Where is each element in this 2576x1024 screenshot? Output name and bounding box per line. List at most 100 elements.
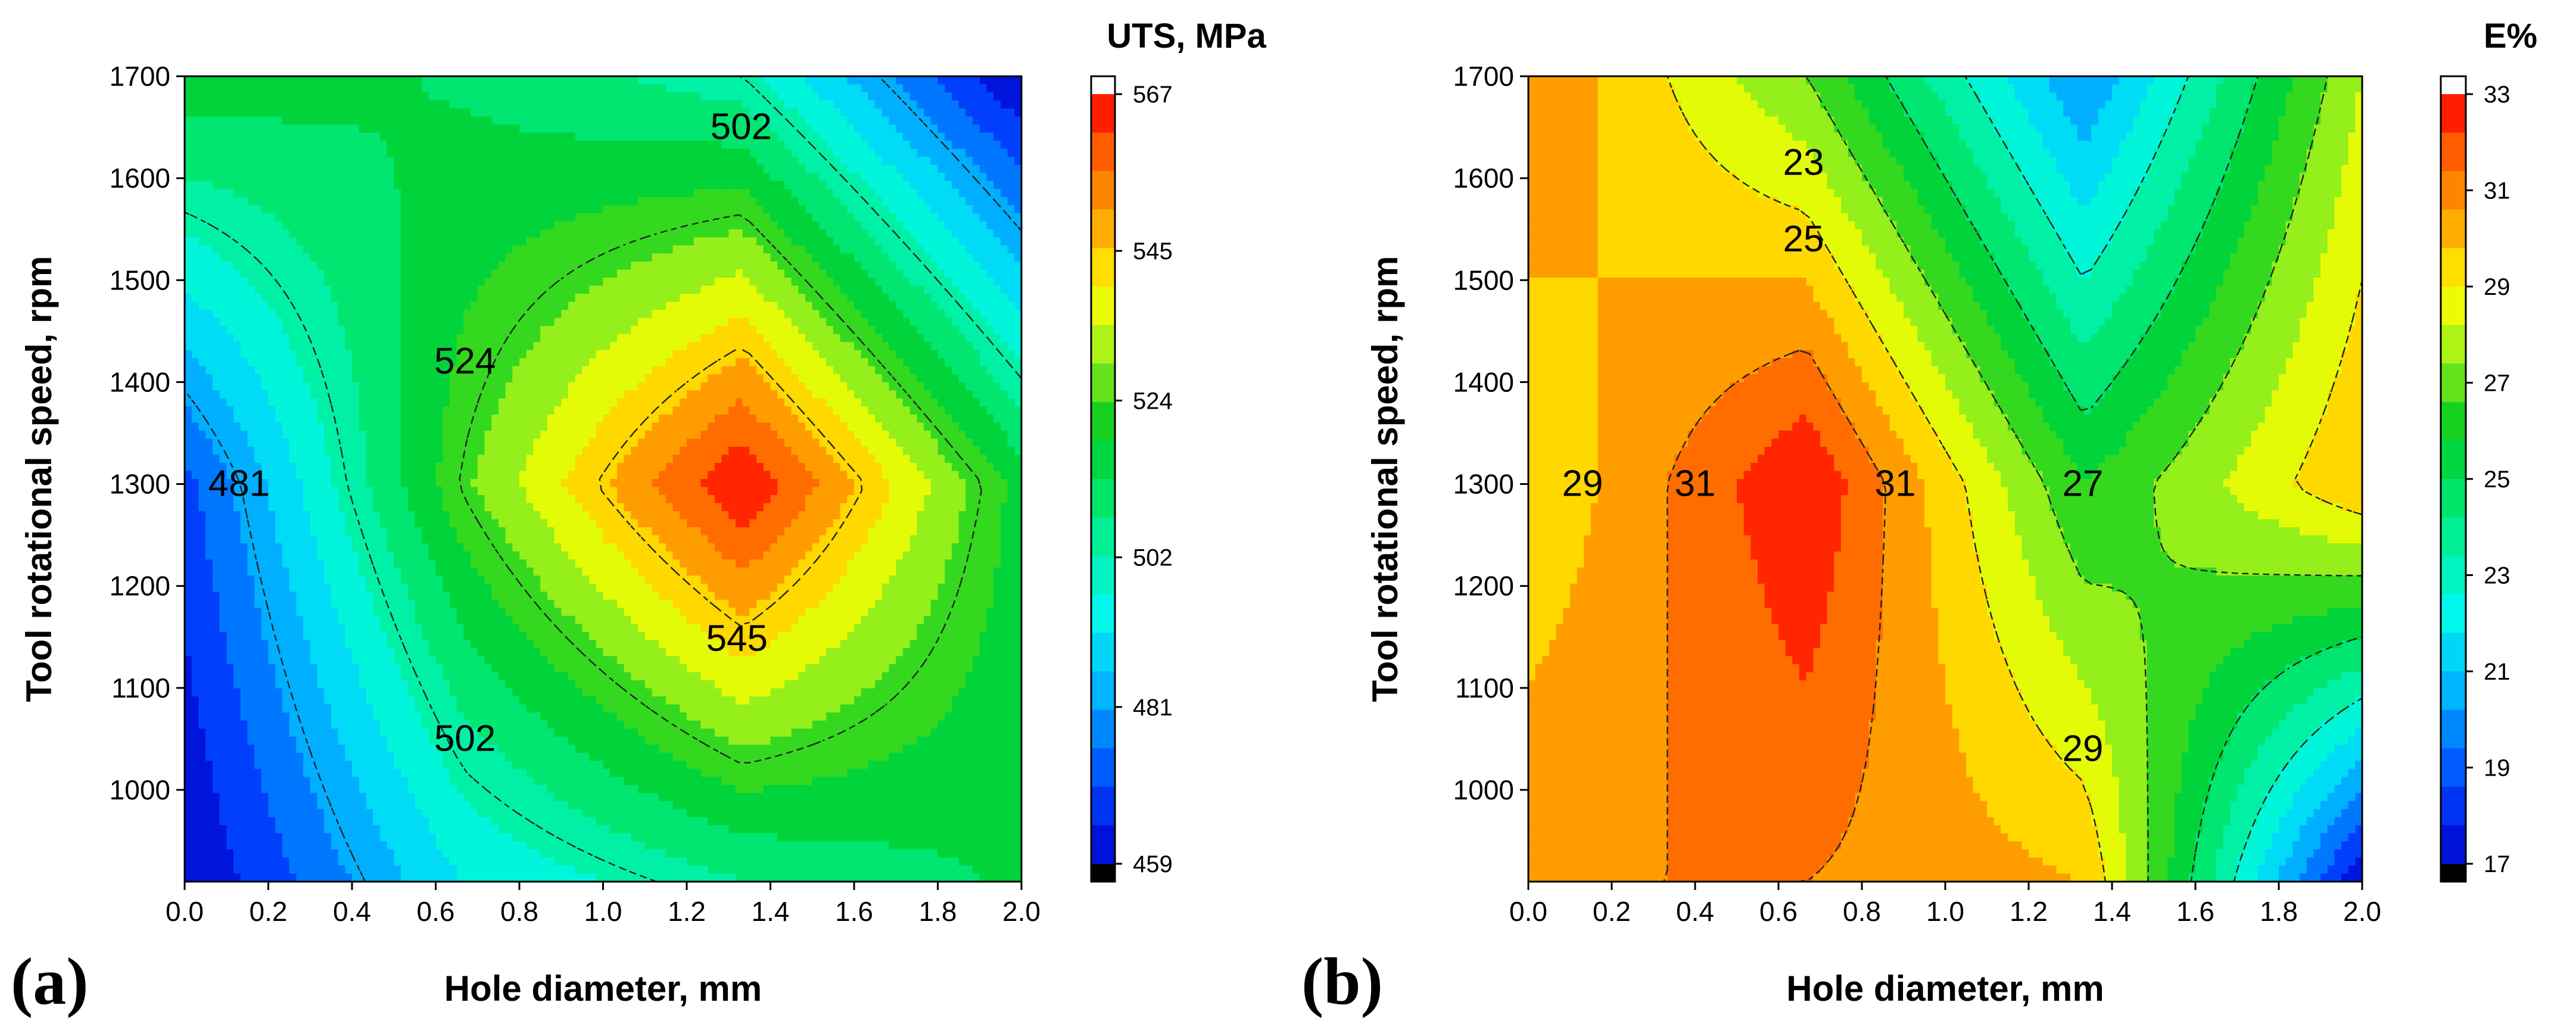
contour-cell <box>456 326 464 335</box>
contour-cell <box>603 406 610 415</box>
contour-cell <box>693 108 702 117</box>
contour-cell <box>889 245 896 254</box>
contour-cell <box>407 213 415 222</box>
contour-cell <box>289 84 297 93</box>
contour-cell <box>435 141 443 150</box>
contour-cell <box>352 301 360 310</box>
contour-cell <box>721 398 729 407</box>
contour-cell <box>331 116 339 125</box>
contour-cell <box>819 285 827 294</box>
contour-cell <box>324 301 332 310</box>
contour-cell <box>505 92 513 101</box>
contour-cell <box>1007 374 1015 383</box>
contour-cell <box>763 342 771 351</box>
contour-cell <box>889 197 896 206</box>
contour-cell <box>902 310 911 319</box>
contour-cell <box>819 301 827 310</box>
contour-cell <box>1007 76 1015 85</box>
contour-cell <box>770 326 778 335</box>
contour-cell <box>359 301 367 310</box>
contour-cell <box>219 173 227 182</box>
contour-cell <box>561 173 569 182</box>
contour-cell <box>554 398 562 407</box>
contour-cell <box>624 157 631 166</box>
contour-cell <box>1000 141 1008 150</box>
contour-cell <box>428 229 437 238</box>
contour-cell <box>603 76 610 85</box>
contour-cell <box>561 253 569 262</box>
contour-cell <box>770 197 778 206</box>
contour-cell <box>958 245 966 254</box>
contour-cell <box>687 100 694 109</box>
contour-cell <box>589 237 597 246</box>
contour-cell <box>400 326 409 335</box>
contour-cell <box>387 342 394 351</box>
contour-cell <box>763 76 771 85</box>
contour-cell <box>826 285 834 294</box>
contour-cell <box>596 294 604 303</box>
contour-cell <box>979 125 988 133</box>
contour-cell <box>777 261 785 270</box>
contour-cell <box>373 374 381 383</box>
contour-cell <box>226 406 234 415</box>
contour-cell <box>881 382 890 391</box>
contour-cell <box>973 148 980 157</box>
contour-cell <box>812 173 820 182</box>
contour-cell <box>205 237 213 246</box>
contour-cell <box>519 301 527 310</box>
contour-cell <box>700 390 708 399</box>
contour-cell <box>833 132 841 141</box>
contour-cell <box>881 366 890 375</box>
contour-cell <box>735 350 743 359</box>
contour-cell <box>714 148 722 157</box>
contour-cell <box>366 366 373 375</box>
contour-cell <box>428 180 437 189</box>
contour-cell <box>547 342 555 351</box>
contour-cell <box>554 132 562 141</box>
contour-cell <box>770 116 778 125</box>
contour-cell <box>930 366 939 375</box>
contour-cell <box>219 157 227 166</box>
contour-cell <box>449 253 457 262</box>
contour-cell <box>554 390 562 399</box>
contour-cell <box>603 229 610 238</box>
contour-cell <box>826 382 834 391</box>
contour-cell <box>700 237 708 246</box>
contour-cell <box>840 132 848 141</box>
contour-cell <box>394 237 401 246</box>
contour-cell <box>324 116 332 125</box>
contour-cell <box>331 180 339 189</box>
contour-cell <box>770 269 778 278</box>
contour-cell <box>847 366 855 375</box>
contour-cell <box>191 92 200 101</box>
contour-cell <box>400 278 409 287</box>
contour-cell <box>798 269 806 278</box>
contour-cell <box>973 92 980 101</box>
contour-cell <box>449 173 457 182</box>
contour-cell <box>345 197 353 206</box>
contour-cell <box>875 180 883 189</box>
contour-cell <box>909 350 917 359</box>
contour-cell <box>568 318 576 326</box>
contour-cell <box>756 261 764 270</box>
contour-cell <box>881 197 890 206</box>
contour-cell <box>198 125 206 133</box>
contour-cell <box>728 125 736 133</box>
contour-cell <box>226 157 234 166</box>
contour-cell <box>428 164 437 173</box>
contour-cell <box>812 205 820 214</box>
contour-cell <box>240 205 248 214</box>
contour-cell <box>373 157 381 166</box>
contour-cell <box>1000 189 1008 198</box>
contour-cell <box>575 76 583 85</box>
contour-cell <box>505 173 513 182</box>
contour-cell <box>366 245 373 254</box>
contour-cell <box>659 205 666 214</box>
contour-cell <box>366 301 373 310</box>
contour-cell <box>861 108 869 117</box>
contour-cell <box>889 148 896 157</box>
contour-cell <box>784 245 792 254</box>
contour-cell <box>763 358 771 367</box>
contour-cell <box>247 245 255 254</box>
contour-cell <box>400 125 409 133</box>
